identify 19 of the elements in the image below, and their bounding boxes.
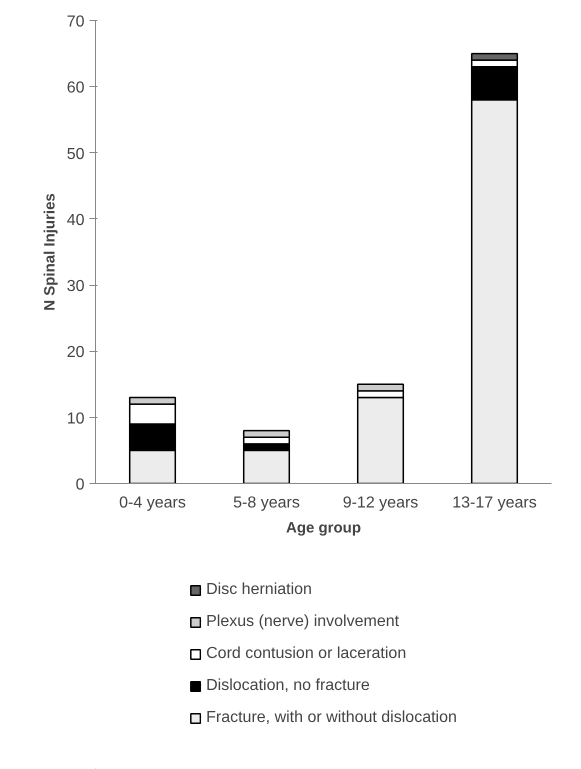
y-tick-label: 40 xyxy=(66,212,85,229)
y-axis-title: N Spinal Injuries xyxy=(42,193,59,311)
x-tick-label: 9-12 years xyxy=(342,494,418,512)
x-tick-label: 0-4 years xyxy=(119,494,186,512)
legend-label: Dislocation, no fracture xyxy=(206,677,370,695)
y-tick-label: 0 xyxy=(76,476,85,494)
x-tick-label: 13-17 years xyxy=(452,494,537,512)
x-tick-label: 5-8 years xyxy=(233,494,300,512)
y-tick-label: 50 xyxy=(66,146,85,163)
y-tick-label: 10 xyxy=(66,410,85,428)
y-tick-label: 60 xyxy=(66,80,85,97)
y-tick-label: 30 xyxy=(66,278,85,296)
legend-label: Disc herniation xyxy=(206,581,312,599)
x-axis-title: Age group xyxy=(286,520,362,536)
legend-label: Fracture, with or without dislocation xyxy=(206,709,457,727)
y-tick-label: 70 xyxy=(66,14,85,30)
legend-label: Plexus (nerve) involvement xyxy=(206,613,400,631)
y-tick-label: 20 xyxy=(66,344,85,362)
legend-label: Cord contusion or laceration xyxy=(206,645,406,663)
